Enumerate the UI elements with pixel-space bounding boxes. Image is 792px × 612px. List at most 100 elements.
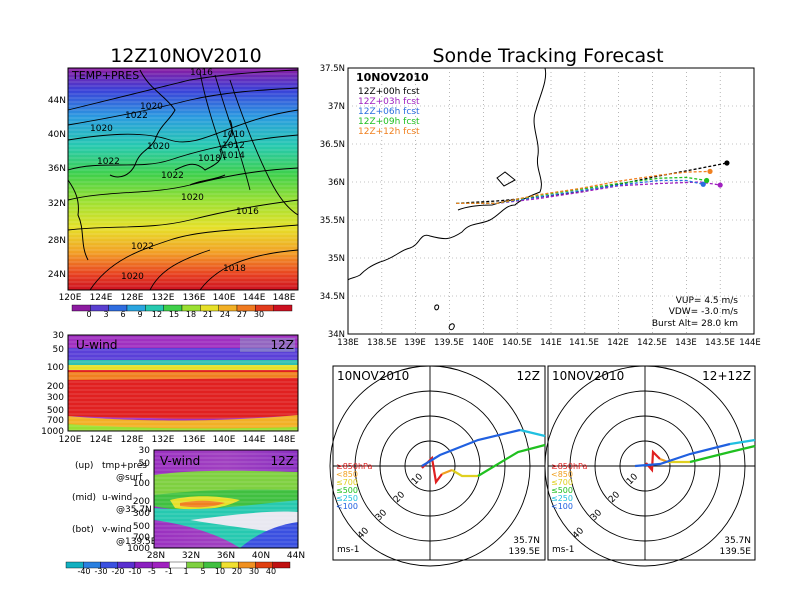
svg-text:144E: 144E: [739, 338, 761, 348]
svg-text:40: 40: [266, 567, 276, 576]
svg-text:40N: 40N: [252, 551, 270, 561]
track-legend-entry: 12Z+03h fcst: [358, 97, 420, 107]
temp-colorbar-swatch: [126, 304, 146, 312]
polar2-station-lon: 139.5E: [720, 547, 752, 557]
svg-text:128E: 128E: [121, 293, 144, 303]
map-lon-axis: 120E 124E 128E 132E 136E 140E 144E 148E: [59, 293, 296, 303]
svg-text:21: 21: [203, 310, 213, 319]
svg-text:20: 20: [232, 567, 242, 576]
svg-text:1016: 1016: [190, 68, 213, 78]
svg-text:(up): (up): [75, 461, 93, 471]
isobar-contours: [67, 69, 299, 291]
svg-text:1020: 1020: [181, 193, 204, 203]
svg-text:(mid): (mid): [72, 493, 96, 503]
svg-text:140E: 140E: [472, 338, 494, 348]
svg-text:(bot): (bot): [72, 525, 94, 535]
svg-text:34.5N: 34.5N: [320, 292, 345, 302]
polar2-level-legend: ≥850hPa <850 ≤700 ≤500 ≤250 <100: [551, 462, 588, 511]
polar-panel-12z: 10 20 30 40 ≥850hPa <850 ≤700 ≤500 ≤250 …: [329, 365, 546, 567]
svg-text:44N: 44N: [287, 551, 305, 561]
polar1-level-legend: ≥850hPa <850 ≤700 ≤500 ≤250 <100: [336, 462, 373, 511]
track-legend-entry: 12Z+00h fcst: [358, 87, 420, 97]
svg-text:6: 6: [120, 310, 125, 319]
svg-text:12: 12: [152, 310, 162, 319]
svg-text:≤700: ≤700: [551, 478, 573, 487]
track-endpoint: [724, 160, 730, 166]
vwind-lat-axis: 28N 32N 36N 40N 44N: [147, 551, 305, 561]
svg-text:148E: 148E: [273, 293, 296, 303]
svg-text:≤700: ≤700: [336, 478, 358, 487]
svg-text:1022: 1022: [161, 171, 184, 181]
svg-text:300: 300: [133, 509, 150, 519]
uwind-lon-axis: 120E 124E 128E 132E 136E 140E 144E 148E: [59, 435, 296, 445]
track-params: VUP= 4.5 m/s VDW= -3.0 m/s Burst Alt= 28…: [652, 296, 738, 329]
svg-text:36N: 36N: [328, 178, 345, 188]
svg-text:1020: 1020: [147, 142, 170, 152]
svg-text:1: 1: [183, 567, 188, 576]
svg-text:1020: 1020: [140, 102, 163, 112]
svg-text:36N: 36N: [217, 551, 235, 561]
svg-text:24N: 24N: [48, 270, 66, 280]
svg-text:27: 27: [237, 310, 247, 319]
svg-text:@139.5E: @139.5E: [116, 537, 157, 547]
polar-panel-12plus12z: 10 20 30 40 ≥850hPa <850 ≤700 ≤500 ≤250 …: [544, 365, 756, 567]
vwind-colorbar-swatch: [272, 561, 291, 569]
panel-notes: (up) tmp+pres @surf (mid) u-wind @35.7N …: [72, 461, 157, 547]
temp-colorbar: [71, 304, 293, 312]
svg-text:5: 5: [200, 567, 205, 576]
svg-text:140E: 140E: [213, 435, 236, 445]
svg-text:30: 30: [254, 310, 264, 319]
svg-text:28N: 28N: [48, 236, 66, 246]
track-lat-axis: 37.5N 37N 36.5N 36N 35.5N 35N 34.5N 34N: [320, 64, 345, 340]
track-legend-entry: 12Z+06h fcst: [358, 107, 420, 117]
vwind-time: 12Z: [271, 454, 295, 468]
svg-text:tmp+pres: tmp+pres: [102, 461, 147, 471]
svg-text:35N: 35N: [328, 254, 345, 264]
svg-text:50: 50: [53, 345, 65, 355]
svg-text:700: 700: [133, 533, 150, 543]
svg-text:148E: 148E: [273, 435, 296, 445]
svg-text:<850: <850: [551, 470, 573, 479]
svg-text:≤500: ≤500: [551, 486, 573, 495]
svg-text:120E: 120E: [59, 293, 82, 303]
svg-text:10: 10: [215, 567, 225, 576]
svg-text:≤250: ≤250: [336, 494, 358, 503]
svg-text:143E: 143E: [675, 338, 697, 348]
svg-text:-5: -5: [148, 567, 156, 576]
svg-text:15: 15: [169, 310, 179, 319]
track-series-line: [456, 170, 711, 204]
svg-text:200: 200: [133, 497, 150, 507]
svg-text:18: 18: [186, 310, 196, 319]
svg-text:≥850hPa: ≥850hPa: [336, 462, 373, 471]
svg-text:142.5E: 142.5E: [637, 338, 667, 348]
vwind-label: V-wind: [160, 454, 200, 468]
svg-text:32N: 32N: [182, 551, 200, 561]
svg-text:-1: -1: [165, 567, 173, 576]
svg-text:36.5N: 36.5N: [320, 140, 345, 150]
svg-text:37N: 37N: [328, 102, 345, 112]
polar1-time: 12Z: [517, 369, 541, 383]
vwind-colorbar-labels: -40 -30 -20 -10 -5 -1 1 5 10 20 30 40: [77, 567, 276, 576]
svg-text:@35.7N: @35.7N: [116, 505, 152, 515]
uwind-p-axis: 30 50 100 200 300 500 700 1000: [41, 331, 64, 437]
svg-text:40N: 40N: [48, 130, 66, 140]
svg-text:VUP= 4.5 m/s: VUP= 4.5 m/s: [676, 296, 739, 306]
svg-text:144E: 144E: [243, 293, 266, 303]
svg-text:1000: 1000: [41, 427, 64, 437]
svg-text:1020: 1020: [121, 272, 144, 282]
svg-text:34N: 34N: [328, 330, 345, 340]
svg-text:36N: 36N: [48, 164, 66, 174]
svg-text:1020: 1020: [90, 124, 113, 134]
svg-text:500: 500: [47, 406, 64, 416]
svg-text:-30: -30: [94, 567, 107, 576]
svg-text:136E: 136E: [183, 435, 206, 445]
svg-text:1014: 1014: [222, 151, 245, 161]
svg-text:1018: 1018: [223, 264, 246, 274]
svg-text:@surf: @surf: [116, 473, 143, 483]
track-legend-entry: 12Z+12h fcst: [358, 127, 420, 137]
svg-text:0: 0: [86, 310, 91, 319]
svg-text:35.5N: 35.5N: [320, 216, 345, 226]
svg-text:136E: 136E: [183, 293, 206, 303]
